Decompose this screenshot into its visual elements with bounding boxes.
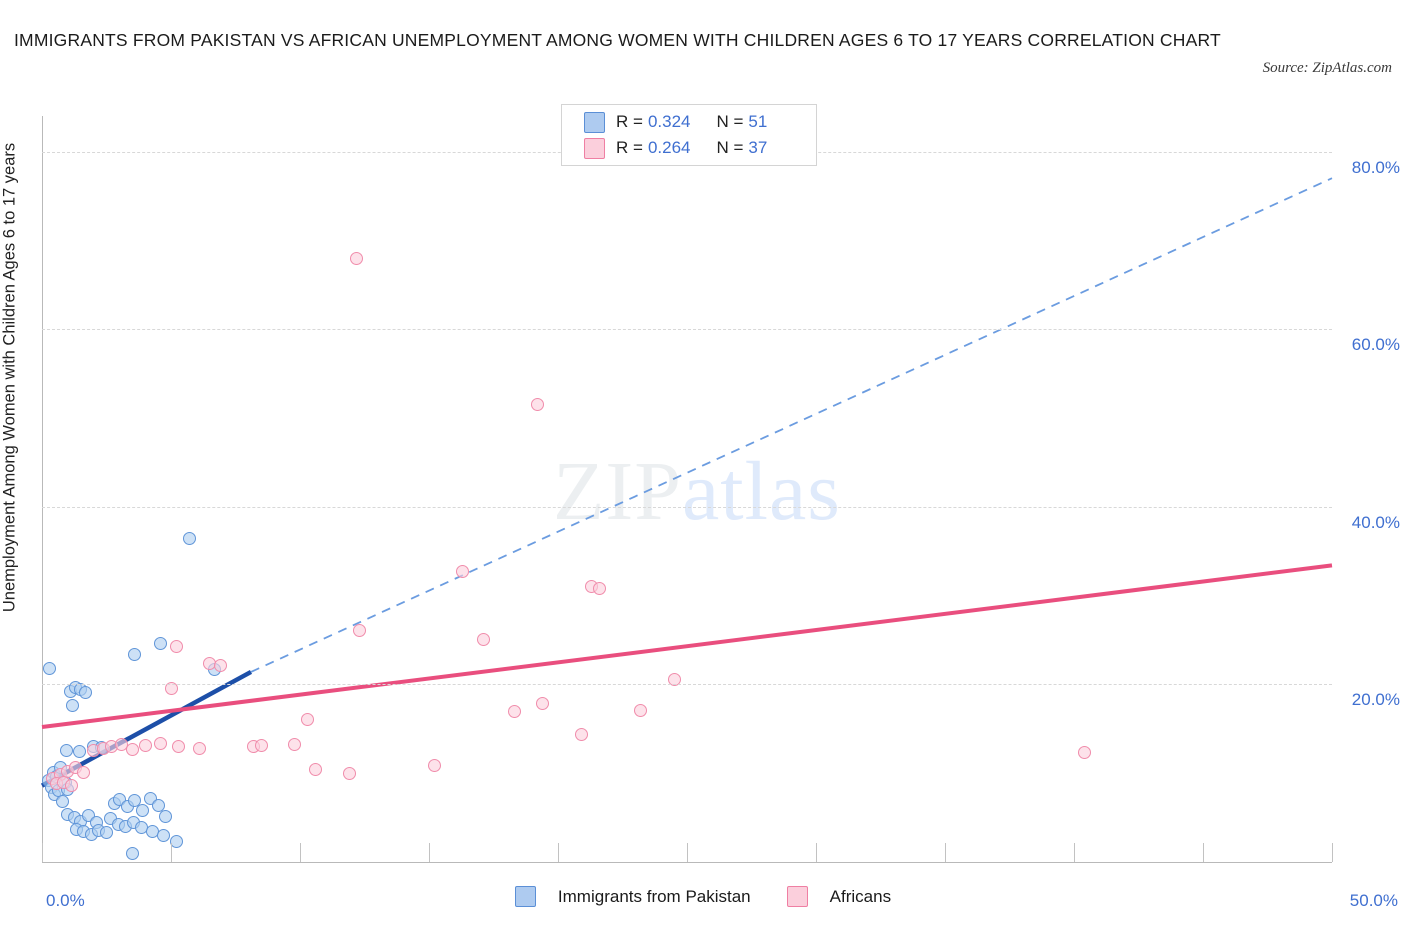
scatter-point[interactable]	[43, 661, 57, 675]
gridline	[42, 506, 1332, 508]
trendline-africans	[41, 563, 1333, 729]
legend-swatch-pakistan-icon	[514, 886, 536, 907]
scatter-point[interactable]	[56, 795, 70, 809]
scatter-point[interactable]	[350, 252, 364, 266]
scatter-point[interactable]	[536, 697, 550, 711]
source-attribution: Source: ZipAtlas.com	[1262, 60, 1392, 76]
scatter-point[interactable]	[169, 639, 183, 653]
scatter-point[interactable]	[476, 633, 490, 647]
scatter-point[interactable]	[72, 745, 86, 759]
x-tick-mark	[687, 843, 688, 862]
scatter-point[interactable]	[172, 740, 186, 754]
stats-row-pakistan: R = 0.324 N = 51	[584, 109, 767, 135]
scatter-point[interactable]	[154, 637, 168, 651]
scatter-point[interactable]	[1077, 746, 1091, 760]
legend-label-africans: Africans	[829, 886, 892, 906]
r-value-1: 0.324	[647, 112, 691, 131]
scatter-point[interactable]	[125, 846, 139, 860]
scatter-point[interactable]	[308, 763, 322, 777]
scatter-point[interactable]	[456, 565, 470, 579]
scatter-point[interactable]	[100, 826, 113, 840]
scatter-point[interactable]	[301, 713, 315, 727]
page-title: IMMIGRANTS FROM PAKISTAN VS AFRICAN UNEM…	[14, 30, 1221, 50]
scatter-point[interactable]	[128, 647, 142, 661]
x-tick-mark	[1203, 843, 1204, 862]
x-tick-mark	[1332, 843, 1333, 862]
legend-swatch-africans-icon	[786, 886, 808, 907]
scatter-point[interactable]	[352, 623, 366, 637]
scatter-point[interactable]	[128, 794, 142, 808]
x-tick-mark	[42, 843, 43, 862]
gridline	[42, 684, 1332, 686]
legend-item-pakistan[interactable]: Immigrants from Pakistan	[514, 886, 751, 907]
scatter-point[interactable]	[342, 766, 356, 780]
y-tick-label: 20.0%	[1351, 690, 1400, 710]
correlation-stats-legend: R = 0.324 N = 51 R = 0.264 N = 37	[561, 104, 817, 166]
series-legend: Immigrants from Pakistan Africans	[0, 886, 1406, 907]
scatter-point[interactable]	[66, 699, 80, 713]
plot-area	[40, 116, 1333, 862]
scatter-point[interactable]	[138, 739, 152, 753]
scatter-point[interactable]	[136, 803, 150, 817]
x-tick-mark	[1074, 843, 1075, 862]
scatter-point[interactable]	[60, 743, 73, 757]
gridline	[42, 329, 1332, 331]
scatter-point[interactable]	[254, 739, 268, 753]
x-tick-mark	[300, 843, 301, 862]
r-label-2: R =	[616, 138, 643, 157]
scatter-point[interactable]	[151, 798, 165, 812]
scatter-point[interactable]	[213, 659, 227, 673]
r-value-2: 0.264	[647, 138, 691, 157]
scatter-point[interactable]	[530, 398, 544, 412]
scatter-point[interactable]	[574, 727, 588, 741]
trendlines-group	[40, 177, 1333, 788]
y-axis-line	[42, 116, 43, 862]
scatter-point[interactable]	[288, 738, 302, 752]
y-tick-label: 60.0%	[1351, 335, 1400, 355]
scatter-point[interactable]	[592, 581, 606, 595]
n-label-1: N =	[716, 112, 744, 131]
stats-row-africans: R = 0.264 N = 37	[584, 135, 767, 161]
n-value-2: 37	[748, 138, 768, 157]
y-axis-title: Unemployment Among Women with Children A…	[0, 142, 19, 613]
scatter-point[interactable]	[507, 704, 521, 718]
scatter-point[interactable]	[79, 685, 93, 699]
trendline-pakistan-dashed	[250, 177, 1333, 673]
x-tick-mark	[945, 843, 946, 862]
scatter-point[interactable]	[125, 742, 139, 756]
x-axis-max-label: 50.0%	[1349, 891, 1398, 910]
n-label-2: N =	[716, 138, 744, 157]
x-axis-line	[42, 862, 1332, 863]
x-axis-min-label: 0.0%	[46, 891, 85, 910]
x-tick-mark	[171, 843, 172, 862]
x-tick-mark	[429, 843, 430, 862]
scatter-point[interactable]	[76, 765, 90, 779]
x-tick-mark	[558, 843, 559, 862]
swatch-blue-icon	[584, 111, 605, 133]
scatter-point[interactable]	[634, 703, 648, 717]
y-tick-label: 40.0%	[1351, 512, 1400, 532]
n-value-1: 51	[748, 112, 768, 131]
scatter-point[interactable]	[169, 835, 183, 849]
swatch-pink-icon	[584, 137, 605, 159]
scatter-point[interactable]	[154, 737, 168, 751]
legend-label-pakistan: Immigrants from Pakistan	[557, 886, 751, 906]
scatter-point[interactable]	[427, 758, 441, 772]
y-tick-label: 80.0%	[1351, 157, 1400, 177]
scatter-point[interactable]	[182, 532, 196, 546]
legend-item-africans[interactable]: Africans	[786, 886, 892, 907]
scatter-point[interactable]	[164, 682, 178, 696]
scatter-point[interactable]	[65, 779, 79, 793]
scatter-point[interactable]	[192, 741, 206, 755]
r-label-1: R =	[616, 112, 643, 131]
scatter-point[interactable]	[159, 810, 173, 824]
scatter-point[interactable]	[156, 828, 170, 842]
x-tick-mark	[816, 843, 817, 862]
